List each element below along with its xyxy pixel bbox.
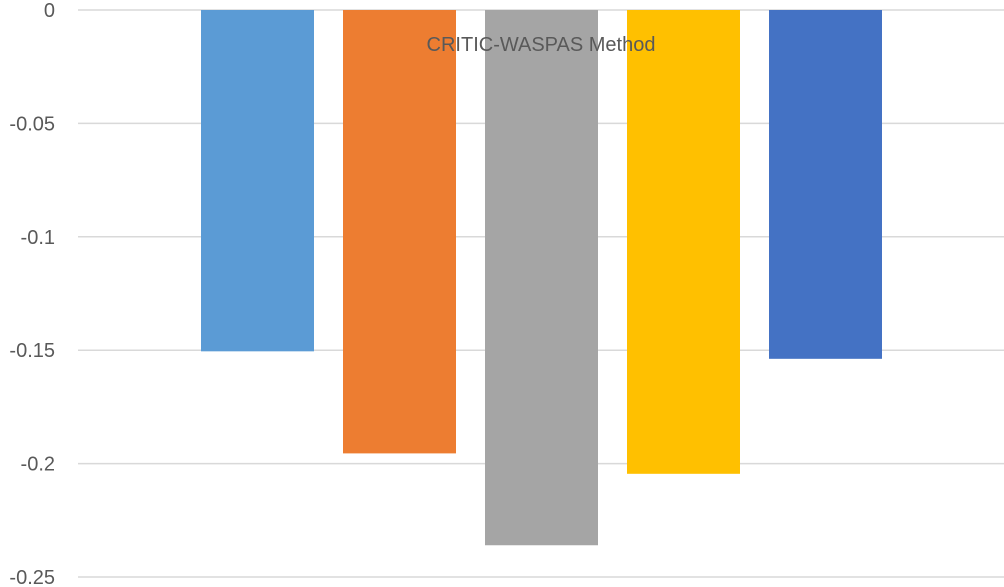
y-tick-label: -0.05 xyxy=(9,113,55,135)
bar xyxy=(627,10,740,474)
y-tick-label: -0.15 xyxy=(9,340,55,362)
y-tick-label: 0 xyxy=(44,0,55,22)
bar xyxy=(343,10,456,454)
y-tick-label: -0.2 xyxy=(21,454,55,476)
bar xyxy=(485,10,598,546)
y-axis-tick-labels: 0 -0.05 -0.1 -0.15 -0.2 -0.25 xyxy=(9,0,55,587)
bars xyxy=(201,10,882,546)
chart-title: CRITIC-WASPAS Method xyxy=(427,34,656,56)
y-tick-label: -0.25 xyxy=(9,567,55,587)
bar xyxy=(769,10,882,359)
bar xyxy=(201,10,314,352)
y-tick-label: -0.1 xyxy=(21,227,55,249)
